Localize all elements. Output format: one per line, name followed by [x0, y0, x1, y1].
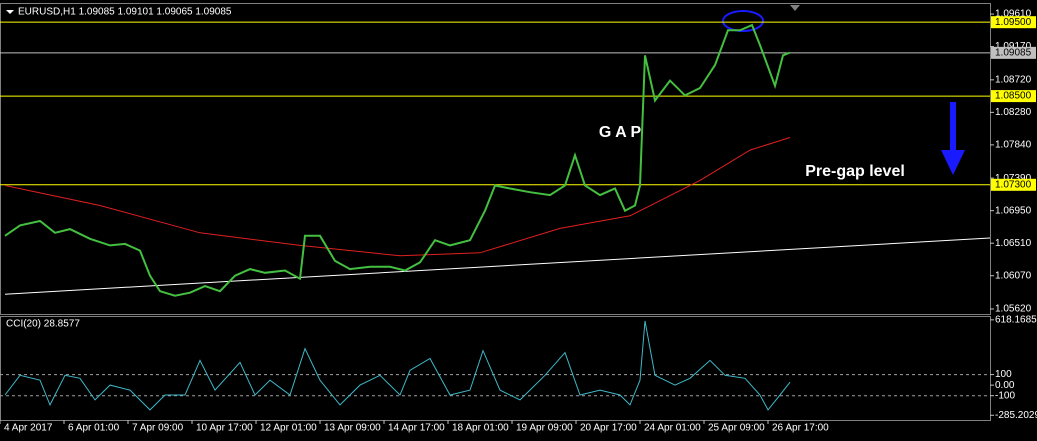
cci-panel-title: CCI(20) 28.8577 [6, 319, 80, 330]
y-tick-label: 1.09170 [995, 41, 1032, 52]
y-tick-label: 1.05620 [995, 304, 1032, 315]
series-line [4, 137, 791, 257]
x-tick-label: 10 Apr 17:00 [196, 423, 253, 434]
x-tick-label: 24 Apr 01:00 [644, 423, 701, 434]
y-tick-label: 0.00 [995, 380, 1015, 391]
series-line [4, 23, 791, 297]
y-tick-label: 1.06950 [995, 205, 1032, 216]
y-tick-label: 1.09610 [995, 9, 1032, 20]
menu-triangle[interactable] [6, 10, 14, 14]
x-tick-label: 7 Apr 09:00 [132, 423, 184, 434]
y-tick-label: 618.1685 [995, 314, 1037, 325]
down-arrow [941, 102, 965, 175]
y-tick-label: -100 [995, 390, 1015, 401]
x-tick-label: 13 Apr 09:00 [324, 423, 381, 434]
x-tick-label: 19 Apr 09:00 [516, 423, 573, 434]
price-level-label-bg [991, 90, 1036, 103]
y-tick-label: 1.08720 [995, 74, 1032, 85]
price-panel-frame [0, 3, 991, 315]
arrow-head [941, 150, 965, 175]
y-tick-label: 1.08280 [995, 107, 1032, 118]
price-level-label: 1.09500 [995, 17, 1032, 28]
series-line [4, 320, 791, 411]
y-tick-label: 1.06070 [995, 270, 1032, 281]
x-tick-label: 20 Apr 17:00 [580, 423, 637, 434]
x-tick-label: 26 Apr 17:00 [772, 423, 829, 434]
series-line [4, 237, 991, 295]
y-tick-label: 1.06510 [995, 238, 1032, 249]
shift-marker [790, 5, 800, 11]
y-tick-label: 1.07840 [995, 140, 1032, 151]
x-tick-label: 25 Apr 09:00 [708, 423, 765, 434]
annotation: Pre-gap level [805, 163, 905, 180]
price-level-label: 1.08500 [995, 91, 1032, 102]
x-tick-label: 6 Apr 01:00 [68, 423, 120, 434]
x-tick-label: 4 Apr 2017 [4, 423, 53, 434]
cci-panel-frame [0, 316, 991, 421]
peak-highlight [722, 10, 764, 32]
price-level-label-bg [991, 16, 1036, 29]
price-level-label-bg [991, 178, 1036, 191]
price-level-label-bg [991, 46, 1036, 59]
x-tick-label: 12 Apr 01:00 [260, 423, 317, 434]
annotation: G A P [599, 124, 642, 141]
price-panel-title: EURUSD,H1 1.09085 1.09101 1.09065 1.0908… [18, 7, 232, 18]
price-level-label: 1.09085 [995, 47, 1032, 58]
y-tick-label: -285.2029 [995, 410, 1037, 421]
y-tick-label: 100 [995, 369, 1012, 380]
price-level-label: 1.07300 [995, 179, 1032, 190]
x-tick-label: 14 Apr 17:00 [388, 423, 445, 434]
y-tick-label: 1.07390 [995, 173, 1032, 184]
x-tick-label: 18 Apr 01:00 [452, 423, 509, 434]
